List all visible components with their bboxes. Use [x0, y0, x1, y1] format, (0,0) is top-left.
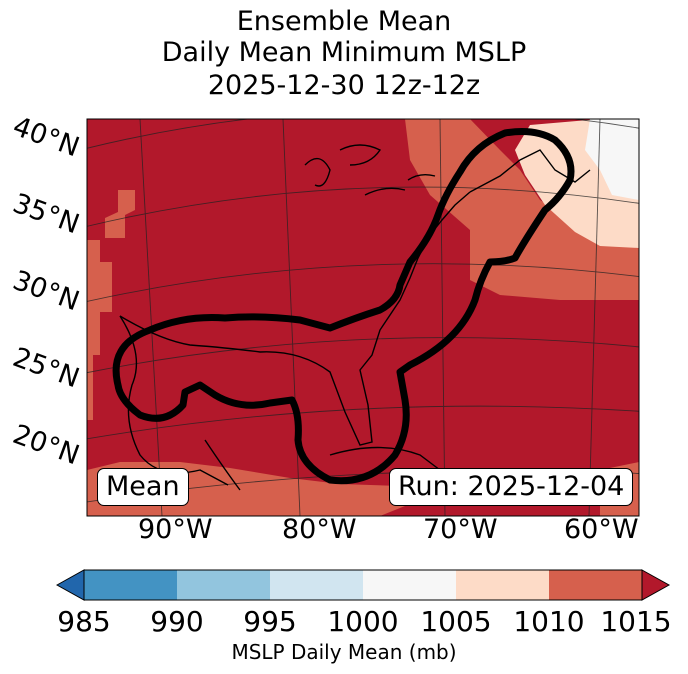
colorbar-under-triangle: [55, 569, 85, 601]
colorbar-tick-1005: 1005: [420, 605, 492, 638]
cuba: [329, 446, 441, 471]
colorbar-tick-1000: 1000: [327, 605, 399, 638]
colorbar-bin-3: [270, 570, 363, 600]
colorbar: [55, 569, 671, 601]
lon-label-80w: 80°W: [282, 514, 357, 545]
graticule: [87, 119, 639, 516]
lon-label-60w: 60°W: [564, 514, 639, 545]
new-england-coast: [469, 149, 591, 193]
title-line-1: Ensemble Mean: [236, 6, 452, 37]
colorbar-over-triangle: [641, 569, 671, 601]
colorbar-tick-985: 985: [57, 605, 111, 638]
title-line-3: 2025-12-30 12z-12z: [207, 70, 481, 101]
title-line-2: Daily Mean Minimum MSLP: [161, 37, 527, 68]
field-995-1000: [585, 119, 639, 200]
map-frame: [86, 118, 640, 517]
field-1005-1010-west: [87, 240, 112, 420]
colorbar-bin-2: [177, 570, 270, 600]
great-lakes: [304, 144, 436, 196]
map-panel: [87, 119, 639, 516]
colorbar-frame: [83, 569, 643, 601]
colorbar-tick-990: 990: [150, 605, 204, 638]
colorbar-bin-4: [363, 570, 456, 600]
run-date-label: Run: 2025-12-04: [389, 468, 634, 506]
yucatan: [204, 439, 241, 491]
us-gulf-coast: [119, 191, 471, 446]
colorbar-tick-1015: 1015: [600, 605, 672, 638]
colorbar-tick-1010: 1010: [513, 605, 585, 638]
colorbar-label: MSLP Daily Mean (mb): [231, 640, 457, 664]
lon-label-90w: 90°W: [138, 514, 213, 545]
lon-label-70w: 70°W: [423, 514, 498, 545]
field-1005-1010-small: [105, 190, 135, 238]
colorbar-bin-6: [549, 570, 642, 600]
mean-label: Mean: [97, 468, 189, 506]
colorbar-bin-5: [456, 570, 549, 600]
colorbar-bin-1: [84, 570, 177, 600]
colorbar-tick-995: 995: [243, 605, 297, 638]
contour-outline: [112, 128, 575, 485]
